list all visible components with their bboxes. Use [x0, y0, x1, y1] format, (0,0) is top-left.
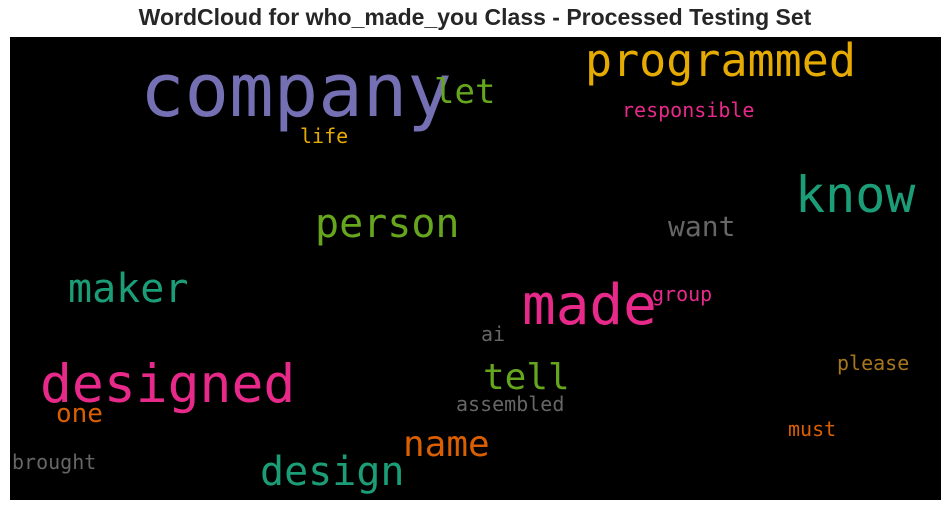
word-group: group	[652, 284, 712, 304]
word-name: name	[403, 427, 490, 463]
word-design: design	[260, 452, 405, 492]
word-want: want	[668, 213, 735, 241]
word-know: know	[795, 170, 915, 220]
word-assembled: assembled	[456, 394, 564, 414]
word-responsible: responsible	[622, 100, 754, 120]
word-please: please	[837, 353, 909, 373]
word-company: company	[140, 54, 452, 128]
word-programmed: programmed	[585, 38, 856, 83]
word-cloud: company programmed let responsible life …	[10, 37, 941, 500]
word-maker: maker	[68, 269, 188, 309]
chart-title: WordCloud for who_made_you Class - Proce…	[0, 4, 950, 31]
word-tell: tell	[483, 360, 570, 396]
word-ai: ai	[481, 324, 505, 344]
word-brought: brought	[12, 452, 96, 472]
word-one: one	[56, 401, 103, 427]
word-made: made	[522, 278, 657, 334]
word-person: person	[315, 204, 460, 244]
word-let: let	[434, 75, 495, 109]
word-life: life	[300, 126, 348, 146]
word-must: must	[788, 419, 836, 439]
